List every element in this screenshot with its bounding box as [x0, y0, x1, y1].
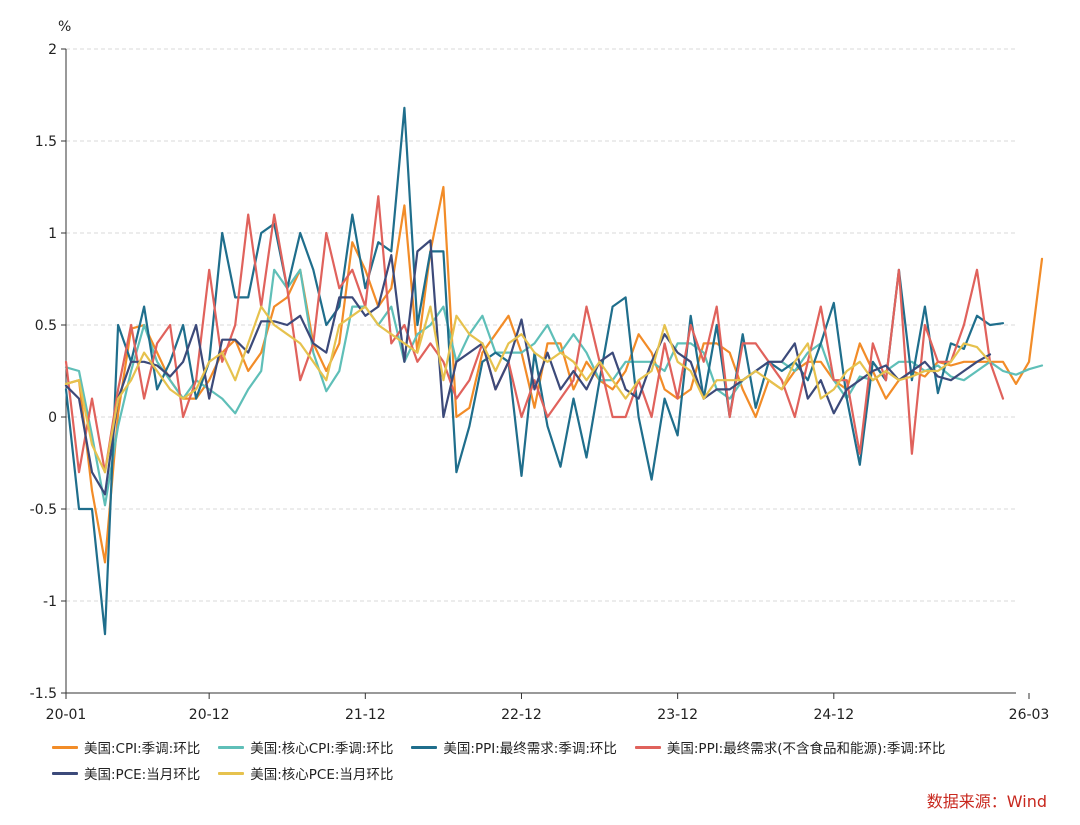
- legend-label-cpi: 美国:CPI:季调:环比: [84, 741, 201, 757]
- x-tick-label: 24-12: [813, 707, 854, 723]
- series-line-4: [64, 239, 992, 496]
- y-tick-label: 1.5: [35, 134, 57, 150]
- y-tick-label: 0.5: [35, 318, 57, 334]
- legend-item-cpi: 美国:CPI:季调:环比: [52, 737, 200, 757]
- series-line-2: [64, 106, 1005, 636]
- legend: 美国:CPI:季调:环比 美国:核心CPI:季调:环比 美国:PPI:最终需求:…: [52, 734, 1062, 786]
- legend-swatch-core-cpi: [218, 745, 245, 749]
- series-lines: [64, 106, 1044, 636]
- legend-swatch-core-pce: [218, 771, 245, 775]
- legend-label-ppi: 美国:PPI:最终需求:季调:环比: [443, 741, 617, 757]
- series-line-3: [64, 195, 1005, 474]
- legend-swatch-pce: [52, 771, 78, 775]
- x-tick-label: 20-01: [46, 707, 87, 723]
- y-tick-label: 2: [48, 42, 57, 58]
- legend-swatch-core-ppi: [634, 745, 661, 749]
- x-tick-label: 22-12: [501, 707, 542, 723]
- legend-item-core-cpi: 美国:核心CPI:季调:环比: [218, 737, 393, 757]
- legend-item-pce: 美国:PCE:当月环比: [52, 763, 200, 783]
- data-source: 数据来源：Wind: [926, 792, 1047, 811]
- y-tick-label: -1: [43, 594, 57, 610]
- x-tick-label: 21-12: [345, 707, 386, 723]
- legend-swatch-ppi: [411, 745, 438, 749]
- legend-item-core-pce: 美国:核心PCE:当月环比: [218, 763, 393, 783]
- legend-label-core-pce: 美国:核心PCE:当月环比: [250, 767, 394, 783]
- series-line-5: [64, 305, 992, 474]
- gridlines: [66, 48, 1016, 602]
- legend-item-core-ppi: 美国:PPI:最终需求(不含食品和能源):季调:环比: [634, 737, 946, 757]
- legend-label-core-ppi: 美国:PPI:最终需求(不含食品和能源):季调:环比: [666, 741, 946, 757]
- legend-row-1: 美国:CPI:季调:环比 美国:核心CPI:季调:环比 美国:PPI:最终需求:…: [52, 734, 1062, 760]
- legend-swatch-cpi: [52, 745, 78, 749]
- legend-item-ppi: 美国:PPI:最终需求:季调:环比: [411, 737, 617, 757]
- legend-label-core-cpi: 美国:核心CPI:季调:环比: [250, 741, 394, 757]
- x-tick-label: 26-03: [1009, 707, 1050, 723]
- legend-row-2: 美国:PCE:当月环比 美国:核心PCE:当月环比: [52, 760, 1062, 786]
- y-tick-label: -0.5: [30, 502, 57, 518]
- x-tick-label: 23-12: [657, 707, 698, 723]
- y-tick-label: 0: [48, 410, 57, 426]
- y-tick-label: 1: [48, 226, 57, 242]
- legend-label-pce: 美国:PCE:当月环比: [84, 767, 201, 783]
- series-line-0: [64, 185, 1044, 564]
- x-tick-labels: 20-01 20-12 21-12 22-12 23-12 24-12 26-03: [46, 707, 1050, 723]
- y-tick-label: -1.5: [30, 686, 57, 702]
- y-axis-unit: %: [58, 19, 71, 35]
- line-chart: -1.5 -1 -0.5 0 0.5 1 1.5 2 20-01 20-12 21-12 22-12…: [30, 19, 1050, 723]
- y-tick-labels: -1.5 -1 -0.5 0 0.5 1 1.5 2: [30, 42, 57, 702]
- x-tick-label: 20-12: [189, 707, 230, 723]
